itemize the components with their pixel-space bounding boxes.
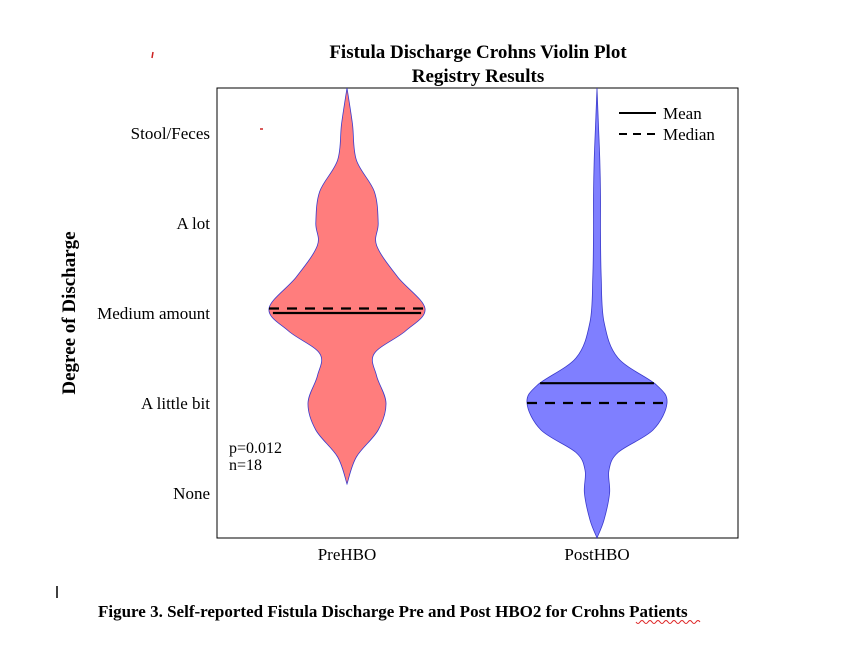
x-tick-labels: PreHBO PostHBO (318, 545, 630, 564)
chart-title-line-1: Fistula Discharge Crohns Violin Plot (329, 42, 627, 63)
stat-lines-group (269, 307, 667, 405)
caption-text: Figure 3. Self-reported Fistula Discharg… (98, 602, 571, 621)
y-tick-labels: None A little bit Medium amount A lot Stool/… (97, 124, 210, 503)
y-tick-label: Medium amount (97, 304, 210, 323)
figure-caption: Figure 3. Self-reported Fistula Discharg… (98, 602, 688, 621)
y-tick-label: None (173, 484, 210, 503)
stray-mark-red (151, 51, 154, 59)
violin-posthbo (526, 87, 668, 540)
caption-misspelled-word: Crohns (571, 602, 625, 621)
y-axis-label: Degree of Discharge (59, 231, 80, 394)
x-tick-label: PreHBO (318, 545, 377, 564)
y-tick-label: Stool/Feces (131, 124, 210, 143)
y-tick-label: A little bit (141, 394, 210, 413)
violin-prehbo (268, 87, 426, 486)
plot-area-frame (216, 87, 739, 539)
legend: Mean Median (619, 104, 715, 144)
y-tick-label: A lot (176, 214, 210, 233)
legend-median-label: Median (663, 125, 715, 144)
chart-title-line-2: Registry Results (412, 66, 544, 87)
violin-group (268, 87, 668, 540)
legend-mean-label: Mean (663, 104, 702, 123)
spellcheck-underline (635, 620, 701, 624)
annotation-p-value: p=0.012 (229, 440, 282, 457)
x-tick-label: PostHBO (564, 545, 629, 564)
annotation-n: n=18 (229, 457, 262, 474)
caption-text-end: Patients (625, 602, 688, 621)
